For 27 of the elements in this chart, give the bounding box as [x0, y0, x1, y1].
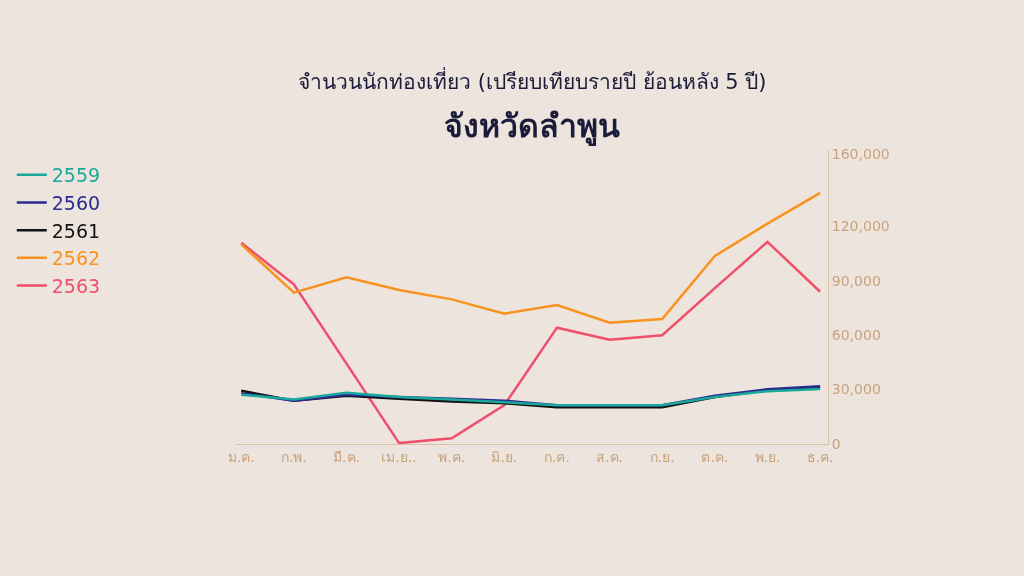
- x-tick-label: พ.ค.: [438, 448, 466, 465]
- legend-label: 2559: [51, 164, 101, 187]
- legend-label: 2562: [51, 247, 101, 270]
- x-tick-label: ส.ค.: [596, 448, 624, 465]
- x-tick-label: ก.พ.: [280, 448, 307, 465]
- y-tick-label: 0: [831, 435, 841, 452]
- legend-label: 2561: [51, 219, 101, 242]
- x-tick-label: มิ.ย.: [491, 448, 518, 465]
- x-tick-label: ม.ค.: [227, 448, 255, 465]
- legend-label: 2560: [51, 191, 101, 214]
- x-tick-label: ต.ค.: [701, 448, 729, 465]
- y-tick-label: 90,000: [831, 272, 881, 289]
- x-tick-label: มี.ค.: [333, 448, 360, 465]
- x-tick-label: ก.ค.: [544, 448, 570, 465]
- x-tick-label: พ.ย.: [754, 448, 781, 465]
- x-tick-label: ธ.ค.: [806, 448, 834, 465]
- y-tick-label: 30,000: [831, 381, 881, 398]
- y-tick-label: 60,000: [831, 327, 881, 344]
- legend-label: 2563: [51, 274, 101, 297]
- y-tick-label: 120,000: [831, 218, 890, 235]
- chart-subtitle: จำนวนนักท่องเที่ยว (เปรียบเทียบรายปี ย้อนหลัง 5 ปี): [298, 67, 767, 94]
- x-tick-label: ก.ย.: [649, 448, 675, 465]
- line-series: [240, 191, 822, 325]
- line-series: [240, 240, 822, 444]
- chart-title: จังหวัดลำพูน: [444, 107, 620, 147]
- x-tick-label: เม.ย..: [381, 448, 417, 465]
- y-tick-label: 160,000: [831, 145, 890, 162]
